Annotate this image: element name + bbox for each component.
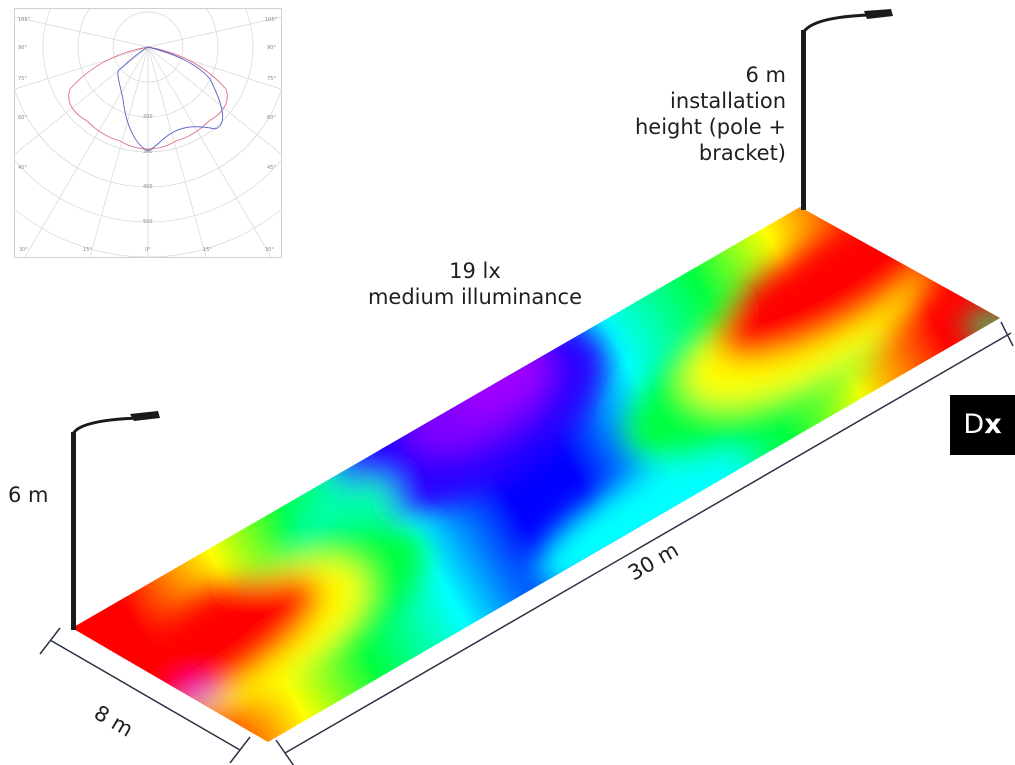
svg-text:90°: 90°	[18, 45, 27, 51]
svg-text:200: 200	[143, 114, 153, 120]
svg-text:75°: 75°	[18, 76, 27, 82]
svg-text:90°: 90°	[267, 45, 276, 51]
svg-text:45°: 45°	[267, 165, 276, 171]
pole-height-label-left: 6 m	[8, 483, 49, 507]
illuminance-label: 19 lx medium illuminance	[340, 258, 610, 310]
svg-text:30°: 30°	[19, 247, 28, 253]
svg-text:300: 300	[143, 149, 153, 155]
polar-light-distribution-diagram: 105° 105° 90° 75° 60° 45° 90° 75° 60° 45…	[14, 8, 282, 258]
svg-text:75°: 75°	[267, 76, 276, 82]
street-light-left	[71, 411, 160, 630]
svg-text:105°: 105°	[265, 17, 278, 23]
svg-text:15°: 15°	[203, 247, 212, 253]
svg-text:60°: 60°	[267, 115, 276, 121]
dimension-lines	[39, 321, 1014, 765]
svg-text:15°: 15°	[83, 247, 92, 253]
pole-height-label-right: 6 m installation height (pole + bracket)	[634, 63, 786, 165]
polar-radial-labels: 200 300 400 500	[143, 114, 153, 225]
svg-text:45°: 45°	[18, 165, 27, 171]
svg-text:0°: 0°	[145, 247, 151, 253]
street-light-right	[801, 9, 893, 210]
svg-text:500: 500	[143, 219, 153, 225]
dx-logo: Dx	[950, 395, 1015, 455]
illuminance-value: 19 lx	[449, 259, 501, 283]
svg-text:60°: 60°	[18, 115, 27, 121]
illuminance-caption: medium illuminance	[367, 285, 583, 309]
svg-text:30°: 30°	[265, 247, 274, 253]
svg-text:105°: 105°	[18, 17, 31, 23]
polar-angle-labels: 105° 105° 90° 75° 60° 45° 90° 75° 60° 45…	[18, 17, 278, 253]
svg-text:400: 400	[143, 184, 153, 190]
